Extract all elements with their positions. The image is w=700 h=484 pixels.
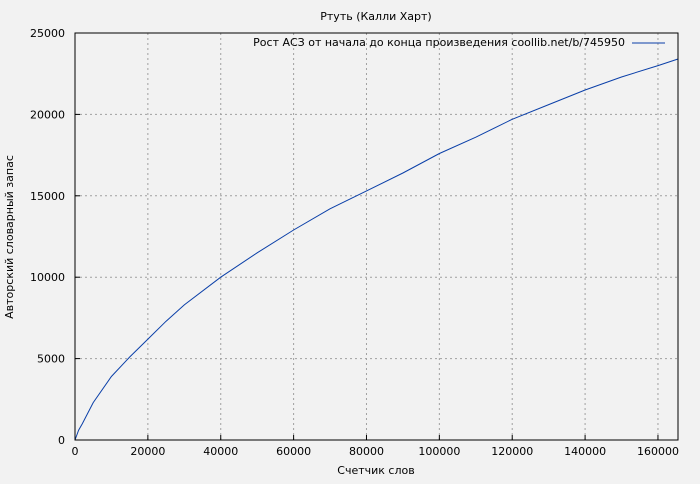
y-tick-label: 15000 <box>30 190 65 203</box>
x-tick-label: 120000 <box>491 445 533 458</box>
x-tick-label: 40000 <box>203 445 238 458</box>
x-tick-label: 20000 <box>130 445 165 458</box>
y-tick-label: 0 <box>58 434 65 447</box>
x-tick-label: 140000 <box>564 445 606 458</box>
x-tick-label: 160000 <box>637 445 679 458</box>
x-tick-label: 0 <box>72 445 79 458</box>
legend-label: Рост АСЗ от начала до конца произведения… <box>253 36 625 49</box>
chart-title: Ртуть (Калли Харт) <box>320 10 431 23</box>
y-axis-label: Авторский словарный запас <box>3 155 16 319</box>
x-axis-label: Счетчик слов <box>337 464 414 477</box>
x-tick-label: 100000 <box>418 445 460 458</box>
y-tick-label: 10000 <box>30 271 65 284</box>
series-line <box>74 58 679 441</box>
grid <box>75 32 678 440</box>
ticks: 0 20000 40000 60000 80000 100000 120000 140000 1… <box>30 27 679 458</box>
x-tick-label: 60000 <box>276 445 311 458</box>
plot-border <box>74 32 679 441</box>
y-tick-label: 20000 <box>30 108 65 121</box>
x-tick-label: 80000 <box>349 445 384 458</box>
y-tick-label: 5000 <box>37 353 65 366</box>
y-tick-label: 25000 <box>30 27 65 40</box>
